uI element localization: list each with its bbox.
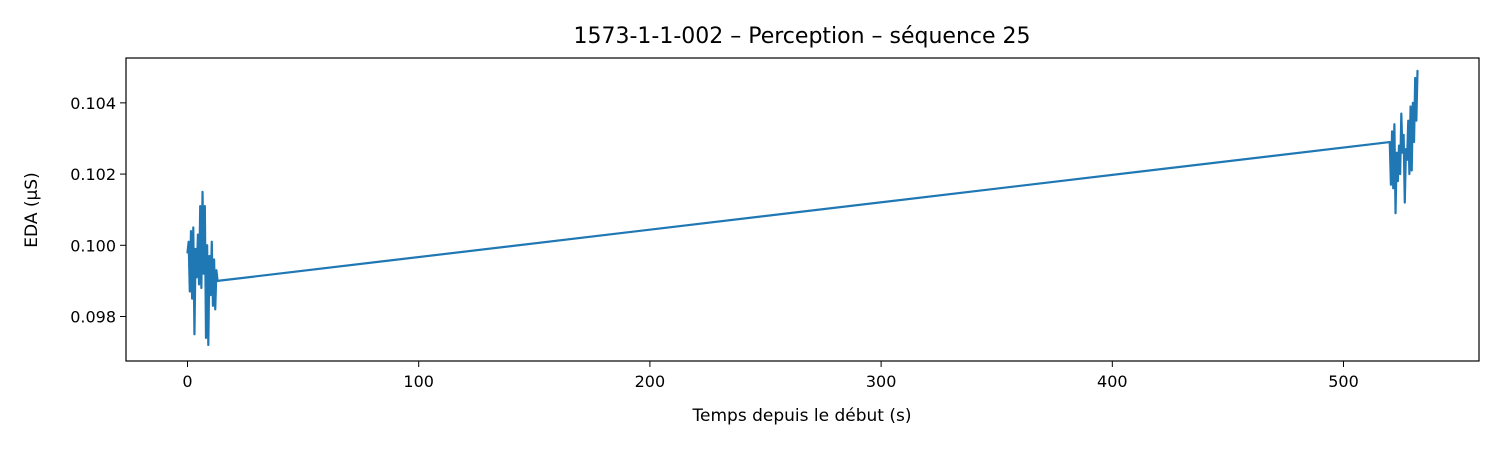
x-tick-label: 200 bbox=[635, 372, 666, 391]
x-tick-label: 400 bbox=[1097, 372, 1128, 391]
x-axis-label: Temps depuis le début (s) bbox=[692, 406, 912, 426]
eda-series-line bbox=[186, 69, 1419, 347]
x-tick-label: 300 bbox=[866, 372, 897, 391]
x-tick-label: 100 bbox=[403, 372, 434, 391]
y-tick-label: 0.100 bbox=[70, 236, 116, 255]
chart-title: 1573-1-1-002 – Perception – séquence 25 bbox=[573, 24, 1030, 49]
y-axis-label: EDA (µS) bbox=[22, 172, 42, 247]
y-tick-label: 0.102 bbox=[70, 165, 116, 184]
y-tick-label: 0.104 bbox=[70, 94, 116, 113]
plot-area bbox=[125, 57, 1480, 362]
y-axis-ticks: 0.098 0.100 0.102 0.104 bbox=[70, 94, 126, 326]
x-axis-ticks: 0 100 200 300 400 500 bbox=[182, 361, 1359, 391]
x-tick-label: 0 bbox=[182, 372, 192, 391]
y-tick-label: 0.098 bbox=[70, 307, 116, 326]
plot-frame bbox=[125, 57, 1480, 362]
x-tick-label: 500 bbox=[1328, 372, 1359, 391]
